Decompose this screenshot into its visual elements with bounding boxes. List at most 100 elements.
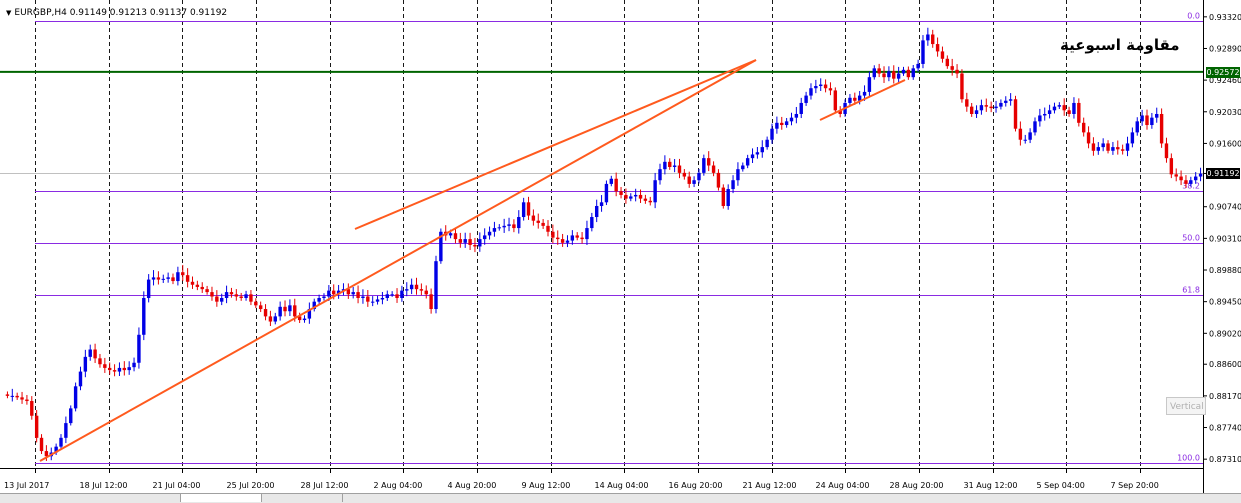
candle [132,357,136,372]
candle-body [702,158,706,173]
candle [487,226,492,240]
candle-body [409,284,414,290]
channel-upper-line[interactable] [354,59,757,230]
candle-body [453,233,458,240]
candle [25,394,29,405]
candle [20,391,24,404]
candle [1067,106,1071,117]
candle-body [687,176,691,184]
candle [385,290,389,301]
candle [609,175,614,187]
candle [1164,137,1169,163]
candle-body [1169,158,1174,175]
candle [463,232,467,248]
symbol-info: ▼ EURGBP,H4 0.91149 0.91213 0.91137 0.911… [6,8,227,18]
candle [215,290,219,307]
candle-body [892,71,896,79]
candle [716,169,721,191]
chart-tab[interactable] [262,494,343,502]
y-tick-label: 0.87310 [1209,455,1241,464]
candle [926,27,930,46]
candle-body [629,196,633,199]
candle [468,232,472,251]
candle-body [356,292,360,298]
candle [901,66,906,76]
candle [322,293,326,301]
candle [697,168,701,184]
candle [205,285,209,295]
candle [10,388,15,402]
chart-tab[interactable] [0,494,181,502]
candle [98,353,102,368]
candle-body [960,73,964,100]
candle [1140,109,1144,126]
candle-body [682,172,687,177]
x-tick-label: 16 Aug 20:00 [669,481,723,490]
candle-body [156,277,161,280]
candle-body [20,397,24,400]
candle [458,232,463,248]
candle-body [911,68,915,78]
candle-body [1164,143,1169,159]
candle-body [473,244,477,247]
candle [745,154,750,169]
candle-body [677,165,682,173]
candle-body [166,277,170,279]
candle-body [1067,110,1071,114]
candle-body [906,69,911,78]
candle-body [1106,143,1110,151]
candle [482,228,487,245]
candle-body [307,309,312,319]
candle [940,46,945,63]
candle-body [862,91,867,96]
candle [185,268,190,288]
candle-body [716,172,721,188]
candle-body [877,68,881,74]
candle-body [828,88,833,91]
candle [1125,136,1130,157]
candle-body [278,306,282,317]
candle [614,172,618,197]
candle [974,105,979,118]
y-tick-label: 0.92460 [1209,76,1241,85]
candle [521,197,526,221]
candle [278,301,282,321]
candle-body [317,297,321,302]
candle [570,230,575,245]
candle-body [205,289,209,293]
candle [424,285,428,299]
candle [916,59,920,72]
candle-body [239,296,243,298]
candle-body [1008,99,1013,101]
candle [556,230,560,245]
candle [789,112,794,126]
trend-channel[interactable] [39,59,906,462]
candle [190,276,195,289]
chart-tab-bar [0,493,1241,503]
candle-body [122,367,127,371]
candle-body [590,217,594,229]
candle [380,291,385,305]
candle [823,79,828,93]
annotation-weekly-resistance[interactable]: مقاومة اسبوعية [1060,36,1180,54]
candle [263,304,268,321]
candle-body [78,371,83,387]
candle-body [322,296,326,298]
channel-extension-line[interactable] [819,79,906,121]
candle [672,158,677,173]
candle [370,296,375,307]
candle [780,116,784,130]
candle-body [974,110,979,114]
dropdown-triangle-icon[interactable]: ▼ [6,9,12,17]
candle-body [736,169,740,181]
candle [502,218,506,233]
candle-body [672,165,677,167]
candle-body [760,147,764,153]
channel-lower-line[interactable] [39,59,757,462]
chart-tab-active[interactable] [181,494,262,502]
candle [453,227,458,244]
candle-body [775,122,779,129]
